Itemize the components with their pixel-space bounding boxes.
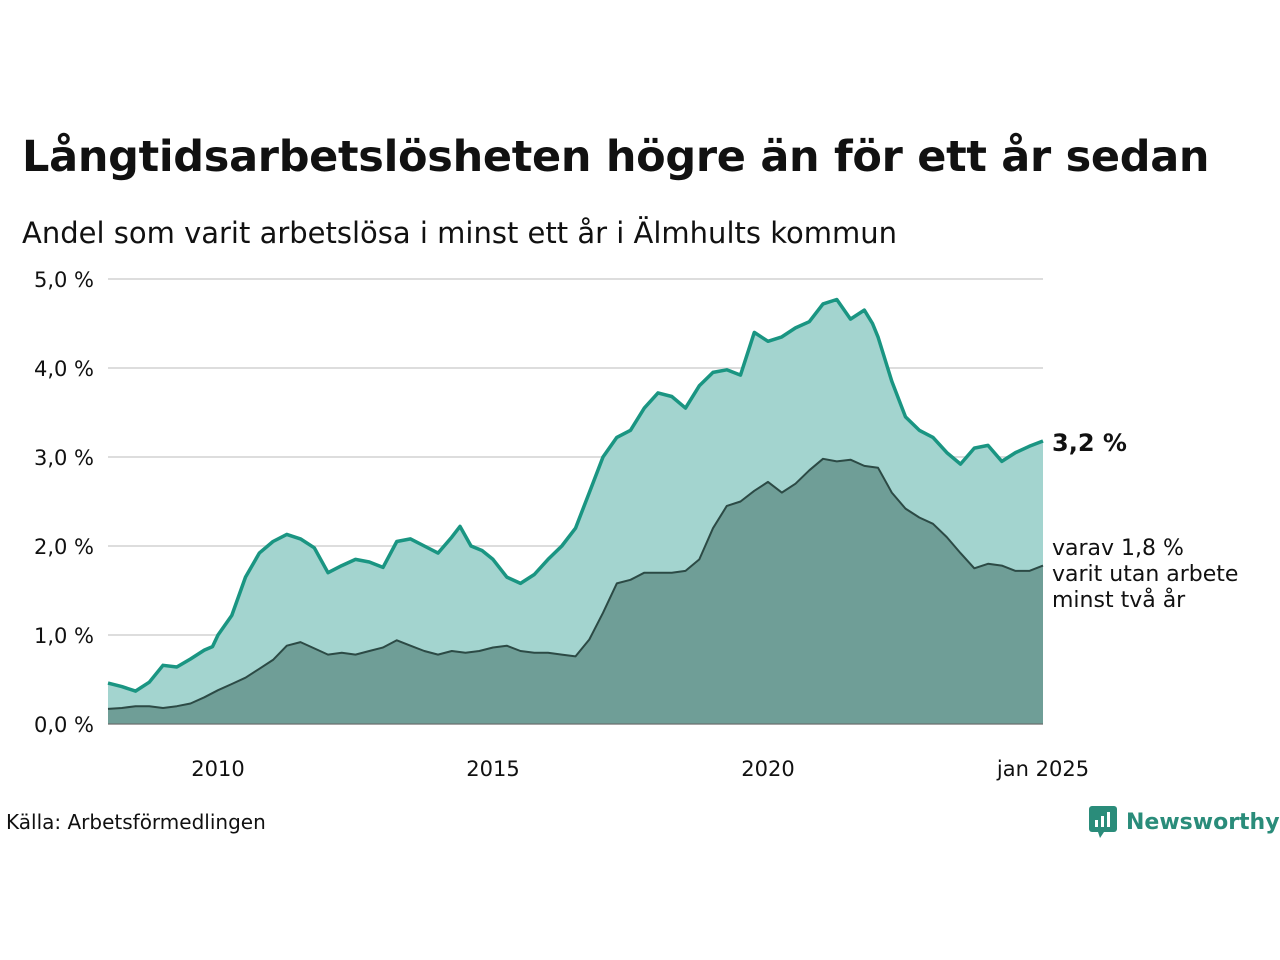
series-area-2 <box>108 458 1043 724</box>
series-line-2 <box>107 457 1044 710</box>
chart-areas <box>107 297 1044 725</box>
newsworthy-logo-text: Newsworthy <box>1126 809 1280 835</box>
y-tick-label: 0,0 % <box>34 713 94 737</box>
y-tick-label: 3,0 % <box>34 446 94 470</box>
annotation-sub-line-3: minst två år <box>1052 587 1186 613</box>
annotation-sub-line-2: varit utan arbete <box>1052 562 1238 587</box>
x-tick-label: 2015 <box>466 757 519 781</box>
annotations: 3,2 % varav 1,8 % varit utan arbete mins… <box>1052 429 1238 613</box>
y-tick-label: 5,0 % <box>34 268 94 292</box>
y-axis-ticks: 0,0 % 1,0 % 2,0 % 3,0 % 4,0 % 5,0 % <box>34 268 94 737</box>
annotation-sub-line-1: varav 1,8 % <box>1052 536 1184 561</box>
y-tick-label: 4,0 % <box>34 357 94 381</box>
series-line-1 <box>107 297 1044 693</box>
source-note: Källa: Arbetsförmedlingen <box>6 810 266 834</box>
x-tick-label: 2020 <box>741 757 794 781</box>
x-tick-label: 2010 <box>191 757 244 781</box>
chart-title: Långtidsarbetslösheten högre än för ett … <box>22 132 1210 182</box>
annotation-main-value: 3,2 % <box>1052 429 1127 457</box>
y-tick-label: 2,0 % <box>34 535 94 559</box>
x-axis-ticks: 2010 2015 2020 jan 2025 <box>191 757 1089 781</box>
newsworthy-logo-icon <box>1089 806 1117 838</box>
newsworthy-logo: Newsworthy <box>1088 805 1280 839</box>
chart-subtitle: Andel som varit arbetslösa i minst ett å… <box>22 216 897 250</box>
x-tick-label: jan 2025 <box>996 757 1089 781</box>
y-tick-label: 1,0 % <box>34 624 94 648</box>
